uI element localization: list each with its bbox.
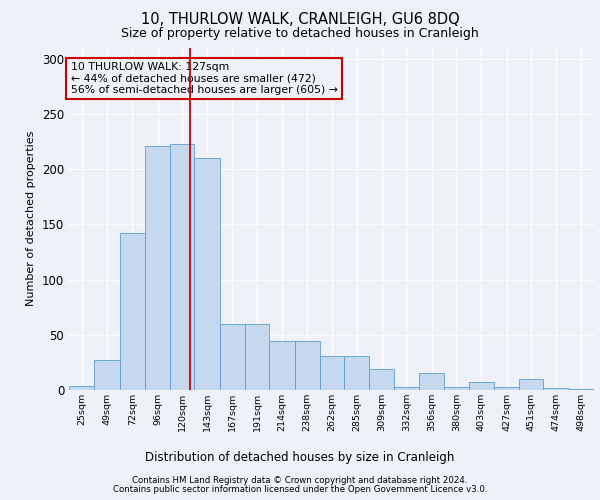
Bar: [170, 144, 194, 390]
Bar: [544, 388, 569, 390]
Y-axis label: Number of detached properties: Number of detached properties: [26, 131, 37, 306]
Bar: [344, 356, 370, 390]
Text: Size of property relative to detached houses in Cranleigh: Size of property relative to detached ho…: [121, 28, 479, 40]
Text: Contains HM Land Registry data © Crown copyright and database right 2024.: Contains HM Land Registry data © Crown c…: [132, 476, 468, 485]
Bar: [320, 356, 344, 390]
Bar: [94, 360, 119, 390]
Bar: [445, 386, 469, 390]
Bar: [494, 386, 519, 390]
Bar: [519, 379, 544, 390]
Bar: [569, 389, 594, 390]
Bar: [469, 382, 494, 390]
Text: Contains public sector information licensed under the Open Government Licence v3: Contains public sector information licen…: [113, 485, 487, 494]
Bar: [419, 374, 445, 390]
Bar: [194, 158, 220, 390]
Text: 10, THURLOW WALK, CRANLEIGH, GU6 8DQ: 10, THURLOW WALK, CRANLEIGH, GU6 8DQ: [140, 12, 460, 26]
Bar: [69, 386, 94, 390]
Bar: [394, 386, 419, 390]
Bar: [119, 233, 145, 390]
Text: Distribution of detached houses by size in Cranleigh: Distribution of detached houses by size …: [145, 451, 455, 464]
Bar: [145, 146, 170, 390]
Bar: [220, 324, 245, 390]
Bar: [245, 324, 269, 390]
Text: 10 THURLOW WALK: 127sqm
← 44% of detached houses are smaller (472)
56% of semi-d: 10 THURLOW WALK: 127sqm ← 44% of detache…: [71, 62, 337, 95]
Bar: [269, 342, 295, 390]
Bar: [295, 342, 320, 390]
Bar: [370, 369, 394, 390]
